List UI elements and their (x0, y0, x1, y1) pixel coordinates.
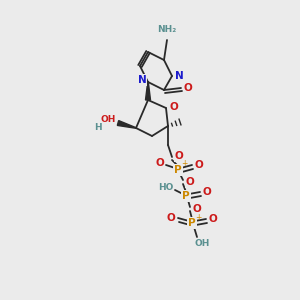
Text: NH₂: NH₂ (158, 26, 177, 34)
Text: +: + (181, 160, 187, 169)
Polygon shape (146, 82, 151, 100)
Text: P: P (182, 191, 190, 201)
Text: P: P (188, 218, 196, 228)
Text: OH: OH (100, 116, 116, 124)
Text: H: H (94, 124, 102, 133)
Text: O: O (169, 102, 178, 112)
Text: O: O (167, 213, 176, 223)
Text: N: N (175, 71, 183, 81)
Text: HO: HO (158, 182, 174, 191)
Text: O: O (186, 177, 194, 187)
Text: O: O (193, 204, 201, 214)
Text: O: O (202, 187, 211, 197)
Text: +: + (195, 212, 201, 221)
Text: N: N (138, 75, 146, 85)
Text: O: O (184, 83, 192, 93)
Text: P: P (174, 165, 182, 175)
Text: O: O (195, 160, 203, 170)
Polygon shape (117, 121, 136, 128)
Text: O: O (156, 158, 164, 168)
Text: O: O (175, 151, 183, 161)
Text: O: O (208, 214, 217, 224)
Text: OH: OH (194, 238, 210, 247)
